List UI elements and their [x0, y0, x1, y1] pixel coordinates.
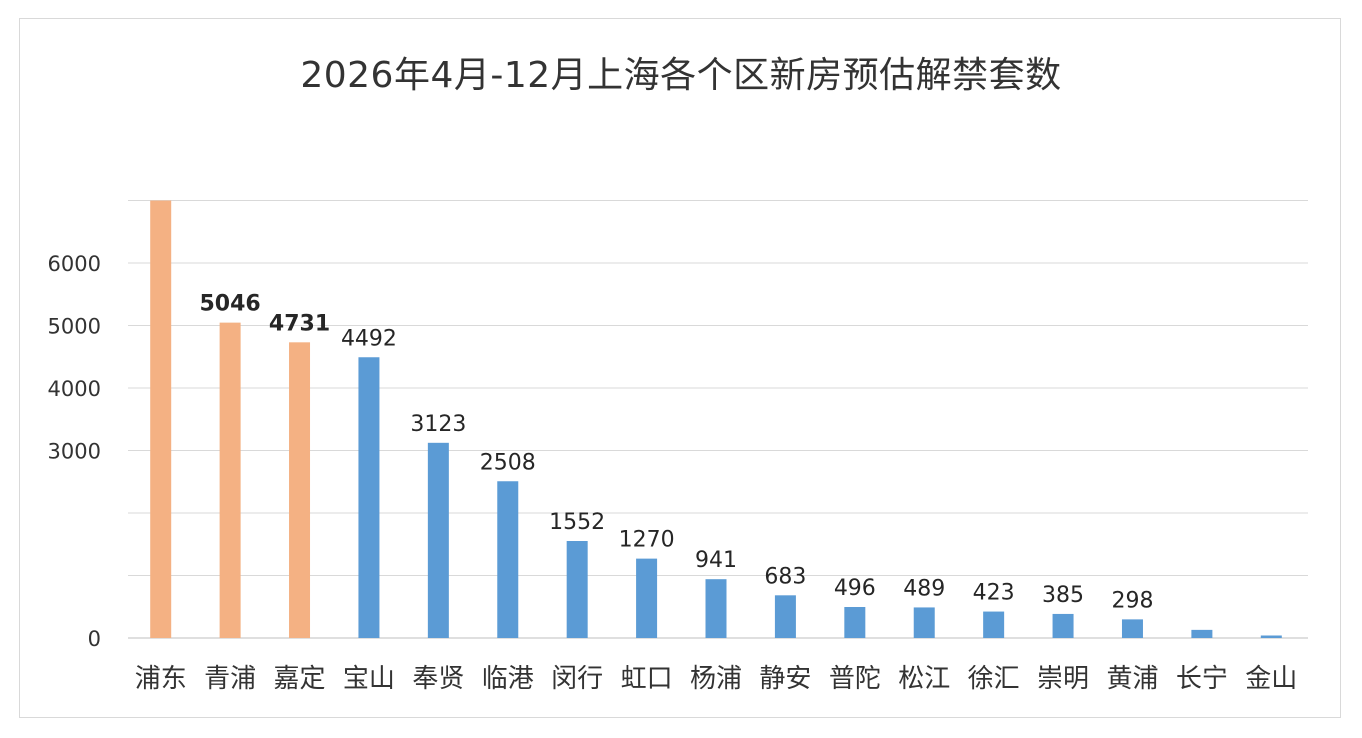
y-tick-label: 6000 [48, 252, 101, 276]
category-label-杨浦: 杨浦 [690, 664, 742, 694]
bars [150, 200, 1282, 638]
data-label-虹口: 1270 [619, 528, 675, 553]
data-label-临港: 2508 [480, 450, 536, 475]
data-label-宝山: 4492 [341, 326, 397, 351]
bar-青浦 [219, 322, 241, 638]
data-label-奉贤: 3123 [410, 412, 466, 437]
bar-崇明 [1052, 613, 1074, 638]
y-tick-label: 5000 [48, 315, 101, 339]
data-label-青浦: 5046 [200, 292, 261, 317]
category-label-松江: 松江 [898, 664, 950, 694]
data-label-闵行: 1552 [549, 510, 605, 535]
bar-闵行 [566, 541, 588, 638]
bar-松江 [913, 607, 935, 638]
bar-徐汇 [983, 611, 1005, 638]
bar-长宁 [1191, 629, 1213, 638]
y-tick-label: 4000 [48, 377, 101, 401]
bar-普陀 [844, 607, 866, 638]
category-label-黄浦: 黄浦 [1106, 664, 1158, 694]
data-label-松江: 489 [903, 576, 945, 601]
category-label-浦东: 浦东 [135, 664, 187, 694]
category-label-闵行: 闵行 [551, 664, 603, 694]
data-label-黄浦: 298 [1111, 588, 1153, 613]
category-label-金山: 金山 [1245, 664, 1297, 694]
bar-金山 [1260, 635, 1282, 638]
bar-静安 [774, 595, 796, 638]
category-label-虹口: 虹口 [621, 664, 673, 694]
bar-黄浦 [1121, 619, 1143, 638]
y-axis-ticks: 0 3000 4000 5000 6000 [48, 252, 101, 651]
data-label-杨浦: 941 [695, 548, 737, 573]
category-label-奉贤: 奉贤 [412, 664, 464, 694]
y-tick-label: 3000 [48, 440, 101, 464]
category-label-青浦: 青浦 [204, 664, 256, 694]
category-label-普陀: 普陀 [829, 664, 881, 694]
data-label-普陀: 496 [834, 576, 876, 601]
data-label-崇明: 385 [1042, 583, 1084, 608]
bar-嘉定 [289, 342, 311, 638]
grid-lines [128, 200, 1308, 639]
category-label-嘉定: 嘉定 [274, 664, 326, 694]
data-label-徐汇: 423 [973, 581, 1015, 606]
data-label-静安: 683 [764, 564, 806, 589]
chart-title: 2026年4月-12月上海各个区新房预估解禁套数 [300, 55, 1062, 96]
category-label-崇明: 崇明 [1037, 664, 1089, 694]
bar-虹口 [636, 558, 658, 638]
bar-杨浦 [705, 579, 727, 638]
data-label-嘉定: 4731 [269, 311, 330, 336]
bar-浦东 [150, 200, 172, 638]
bar-奉贤 [427, 442, 449, 638]
category-label-静安: 静安 [759, 664, 811, 694]
category-label-临港: 临港 [482, 664, 534, 694]
bar-临港 [497, 481, 519, 638]
y-tick-label: 0 [88, 627, 101, 651]
bar-宝山 [358, 357, 380, 638]
category-label-长宁: 长宁 [1176, 664, 1228, 694]
category-label-徐汇: 徐汇 [968, 664, 1020, 694]
category-labels: 浦东 青浦 嘉定 宝山 奉贤 临港 闵行 虹口 杨浦 静安 普陀 松江 徐汇 崇明 黄浦 长宁 金山 [135, 664, 1298, 694]
category-label-宝山: 宝山 [343, 664, 395, 694]
data-labels: 5046 4731 4492 3123 2508 1552 1270 941 683 496 489… [200, 292, 1154, 614]
